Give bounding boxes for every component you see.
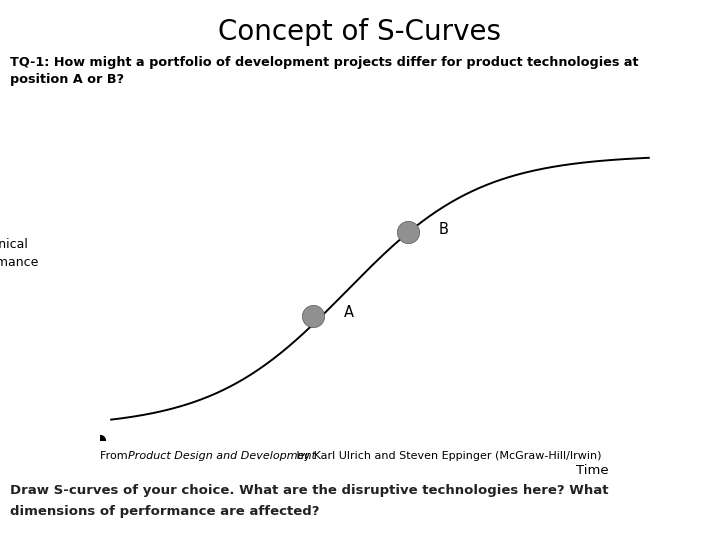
Text: Time: Time bbox=[577, 464, 609, 477]
Text: position A or B?: position A or B? bbox=[9, 73, 124, 86]
Text: by Karl Ulrich and Steven Eppinger (McGraw-Hill/Irwin): by Karl Ulrich and Steven Eppinger (McGr… bbox=[293, 451, 601, 461]
Text: dimensions of performance are affected?: dimensions of performance are affected? bbox=[9, 505, 319, 518]
Text: Draw S-curves of your choice. What are the disruptive technologies here? What: Draw S-curves of your choice. What are t… bbox=[9, 484, 608, 497]
Text: Technical
Performance: Technical Performance bbox=[0, 239, 39, 269]
Text: B: B bbox=[438, 222, 449, 237]
Text: From: From bbox=[100, 451, 131, 461]
Text: Concept of S-Curves: Concept of S-Curves bbox=[218, 18, 502, 46]
Text: Product Design and Development: Product Design and Development bbox=[128, 451, 316, 461]
Text: TQ-1: How might a portfolio of development projects differ for product technolog: TQ-1: How might a portfolio of developme… bbox=[9, 56, 638, 69]
Text: A: A bbox=[343, 306, 354, 320]
